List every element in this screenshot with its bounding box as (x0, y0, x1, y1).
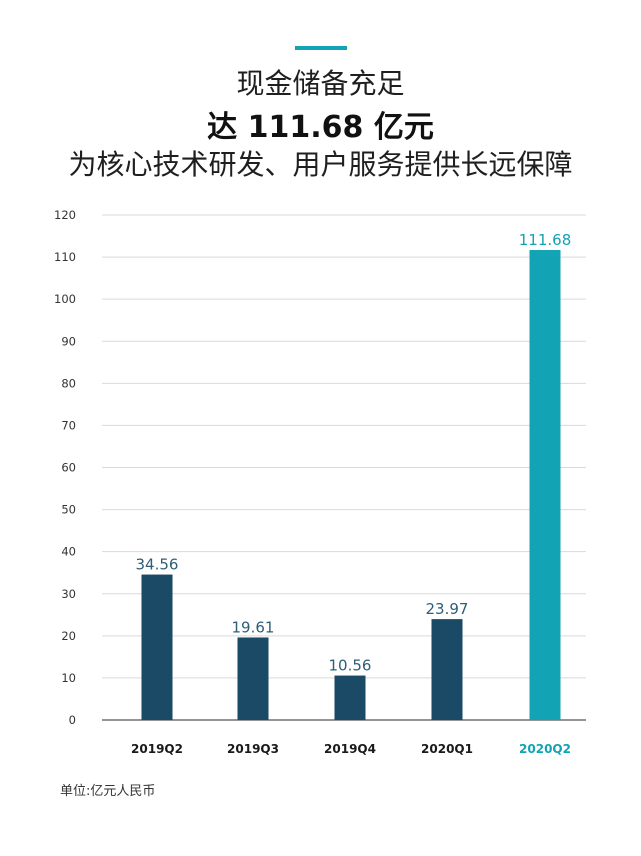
value-label-2019q2: 34.56 (136, 556, 179, 574)
y-tick-label: 110 (54, 250, 76, 264)
y-tick-label: 90 (61, 334, 76, 348)
category-label-2019q4: 2019Q4 (324, 742, 376, 756)
bar-2019q2 (141, 574, 173, 720)
y-tick-label: 70 (61, 418, 76, 432)
bar-2019q4 (334, 675, 366, 720)
bar-2019q3 (237, 637, 269, 720)
value-label-2019q3: 19.61 (232, 618, 275, 636)
y-tick-label: 100 (54, 292, 76, 306)
unit-note: 单位:亿元人民币 (60, 784, 156, 799)
category-label-2020q1: 2020Q1 (421, 742, 473, 756)
y-tick-label: 40 (61, 545, 76, 559)
y-tick-label: 0 (69, 713, 76, 727)
category-label-2020q2: 2020Q2 (519, 742, 571, 756)
category-label-2019q2: 2019Q2 (131, 742, 183, 756)
chart-title-line-3: 为核心技术研发、用户服务提供长远保障 (68, 148, 573, 181)
grid-layer (102, 214, 586, 721)
chart-title-line-1: 现金储备充足 (236, 67, 405, 100)
y-tick-label: 10 (61, 671, 76, 685)
value-label-2019q4: 10.56 (329, 657, 372, 675)
y-tick-label: 60 (61, 461, 76, 475)
title-accent-bar (295, 46, 347, 50)
bar-2020q2 (529, 250, 561, 720)
labels-layer: 0 10 20 30 40 50 60 70 80 90 100 110 120 34.56 2019Q2 1… (54, 208, 571, 756)
y-tick-label: 20 (61, 629, 76, 643)
value-label-2020q2: 111.68 (519, 231, 572, 249)
y-tick-label: 30 (61, 587, 76, 601)
y-tick-label: 120 (54, 208, 76, 222)
y-tick-label: 80 (61, 376, 76, 390)
category-label-2019q3: 2019Q3 (227, 742, 279, 756)
bar-2020q1 (431, 619, 463, 720)
value-label-2020q1: 23.97 (426, 600, 469, 618)
bars-layer (141, 250, 561, 720)
y-tick-label: 50 (61, 503, 76, 517)
chart-title-line-2: 达 111.68 亿元 (207, 110, 434, 145)
